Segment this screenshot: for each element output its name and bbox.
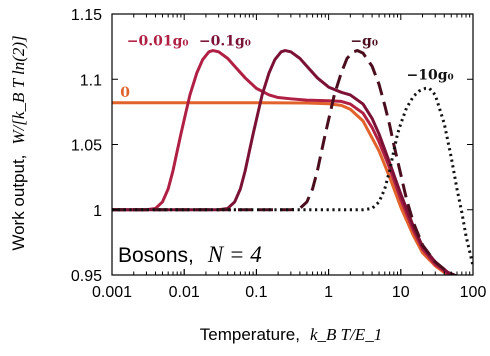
series-line-1	[112, 49, 455, 275]
annotation-math: N = 4	[207, 242, 262, 267]
y-tick-label: 0.95	[71, 268, 102, 285]
x-tick-label: 10	[392, 284, 410, 301]
y-tick-label: 1.1	[80, 72, 102, 89]
plot-area: 0 −0.01g₀ −0.1g₀ −g₀ −10g₀	[112, 33, 473, 275]
y-tick-label: 1.05	[71, 138, 102, 155]
y-axis-title-text: Work output,	[9, 155, 28, 251]
series-label-3: −g₀	[350, 33, 378, 49]
x-tick-label: 100	[460, 284, 487, 301]
x-tick-label: 0.001	[92, 284, 132, 301]
x-axis-title-math: k_B T/E_1	[310, 325, 382, 344]
series-label-0: 0	[120, 85, 130, 101]
y-axis-title: Work output, W/[k_B T ln(2)]	[9, 35, 28, 250]
y-axis-title-math: W/[k_B T ln(2)]	[9, 35, 28, 144]
x-axis-title: Temperature, k_B T/E_1	[200, 325, 382, 344]
annotation: Bosons, N = 4	[118, 242, 262, 267]
series-lines	[112, 49, 473, 275]
x-axis-title-text: Temperature,	[200, 325, 300, 344]
series-label-4: −10g₀	[407, 67, 454, 83]
y-tick-label: 1	[93, 203, 102, 220]
series-line-3	[112, 49, 458, 275]
annotation-label: Bosons, N = 4	[118, 242, 262, 267]
x-tick-label: 1	[324, 284, 333, 301]
x-tick-label: 0.01	[169, 284, 200, 301]
annotation-text: Bosons,	[118, 244, 194, 267]
series-line-4	[112, 86, 473, 267]
y-tick-label: 1.15	[71, 7, 102, 24]
series-line-0	[112, 101, 455, 275]
series-label-2: −0.1g₀	[199, 33, 251, 49]
x-tick-label: 0.1	[245, 284, 267, 301]
series-label-1: −0.01g₀	[127, 33, 189, 49]
series-line-2	[112, 49, 458, 275]
axes-frame	[111, 13, 474, 276]
